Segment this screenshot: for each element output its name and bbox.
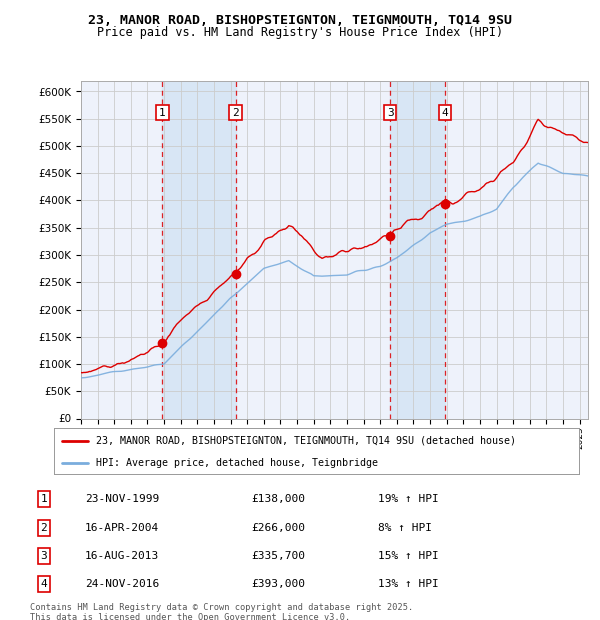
Text: 16-AUG-2013: 16-AUG-2013 bbox=[85, 551, 160, 561]
Text: Price paid vs. HM Land Registry's House Price Index (HPI): Price paid vs. HM Land Registry's House … bbox=[97, 26, 503, 39]
Text: 24-NOV-2016: 24-NOV-2016 bbox=[85, 579, 160, 589]
Text: £266,000: £266,000 bbox=[251, 523, 305, 533]
Text: 2: 2 bbox=[40, 523, 47, 533]
Bar bbox=[163, 81, 236, 419]
Text: 8% ↑ HPI: 8% ↑ HPI bbox=[378, 523, 432, 533]
Text: 23-NOV-1999: 23-NOV-1999 bbox=[85, 494, 160, 504]
Text: 4: 4 bbox=[442, 108, 448, 118]
Text: HPI: Average price, detached house, Teignbridge: HPI: Average price, detached house, Teig… bbox=[96, 458, 378, 467]
Text: 1: 1 bbox=[40, 494, 47, 504]
Text: 3: 3 bbox=[387, 108, 394, 118]
Text: £335,700: £335,700 bbox=[251, 551, 305, 561]
Text: 1: 1 bbox=[159, 108, 166, 118]
Text: 15% ↑ HPI: 15% ↑ HPI bbox=[378, 551, 439, 561]
Text: Contains HM Land Registry data © Crown copyright and database right 2025.
This d: Contains HM Land Registry data © Crown c… bbox=[30, 603, 413, 620]
Text: 23, MANOR ROAD, BISHOPSTEIGNTON, TEIGNMOUTH, TQ14 9SU (detached house): 23, MANOR ROAD, BISHOPSTEIGNTON, TEIGNMO… bbox=[96, 436, 516, 446]
Text: 19% ↑ HPI: 19% ↑ HPI bbox=[378, 494, 439, 504]
Text: 3: 3 bbox=[40, 551, 47, 561]
Bar bbox=[390, 81, 445, 419]
Text: 16-APR-2004: 16-APR-2004 bbox=[85, 523, 160, 533]
Text: £138,000: £138,000 bbox=[251, 494, 305, 504]
Text: 2: 2 bbox=[232, 108, 239, 118]
Text: 23, MANOR ROAD, BISHOPSTEIGNTON, TEIGNMOUTH, TQ14 9SU: 23, MANOR ROAD, BISHOPSTEIGNTON, TEIGNMO… bbox=[88, 14, 512, 27]
Text: £393,000: £393,000 bbox=[251, 579, 305, 589]
Text: 13% ↑ HPI: 13% ↑ HPI bbox=[378, 579, 439, 589]
Text: 4: 4 bbox=[40, 579, 47, 589]
